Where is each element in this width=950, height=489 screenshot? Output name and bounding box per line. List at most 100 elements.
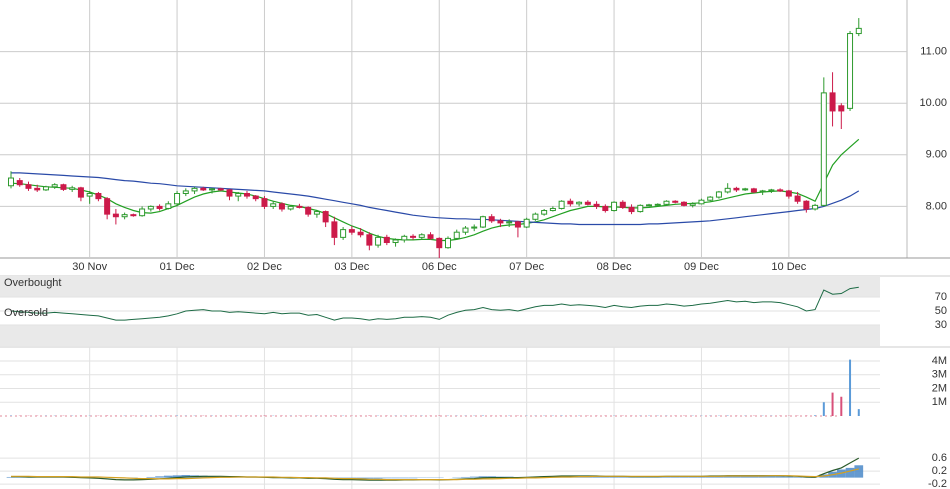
candle-body (663, 200, 670, 205)
y-tick-label: 70 (935, 291, 947, 303)
candle-body (287, 205, 294, 210)
candle-body (25, 184, 32, 189)
candle-body (348, 229, 355, 233)
candle-body (261, 198, 268, 207)
candle-body (217, 188, 224, 191)
candle-body (392, 239, 399, 244)
macd-histogram-bar (146, 476, 156, 478)
candle-body (147, 205, 154, 210)
overbought-band (0, 276, 880, 297)
candle-body (602, 205, 609, 212)
candle-body (847, 33, 854, 109)
macd-histogram-bar (697, 476, 706, 478)
volume-bar (857, 409, 860, 416)
candle-body (86, 193, 93, 197)
candle-body (130, 214, 137, 217)
candle-body (855, 27, 862, 35)
macd-histogram-bar (364, 477, 374, 479)
candle-body (296, 205, 303, 208)
macd-histogram-bar (391, 477, 400, 479)
macd-histogram-bar (732, 476, 741, 478)
candle-body (235, 193, 242, 197)
candle-body (593, 203, 600, 207)
candle-body (305, 206, 312, 215)
macd-histogram-bar (784, 476, 794, 478)
macd-histogram-bar (469, 476, 479, 478)
macd-histogram-bar (609, 476, 619, 478)
y-tick-label: 50 (935, 305, 947, 317)
candle-body (523, 218, 530, 228)
oversold-label: Oversold (4, 307, 48, 319)
candle-body (104, 198, 111, 215)
y-tick-label: 2M (932, 382, 947, 394)
macd-histogram-bar (181, 475, 191, 478)
macd-histogram-bar (382, 477, 392, 479)
macd-line (11, 468, 859, 481)
candle-body (462, 227, 469, 233)
candle-body (785, 190, 792, 197)
macd-histogram-bar (679, 476, 689, 478)
y-tick-label: 11.00 (920, 46, 947, 58)
x-tick-label: 07 Dec (509, 261, 544, 273)
candle-body (514, 221, 521, 228)
volume-bar (814, 415, 817, 416)
candle-body (750, 188, 757, 193)
candle-body (812, 204, 819, 210)
macd-histogram-bar (854, 465, 864, 478)
macd-histogram-bar (793, 476, 802, 478)
y-tick-label: 9.00 (926, 149, 947, 161)
candle-body (8, 177, 14, 187)
candle-body (401, 235, 408, 241)
candle-body (532, 213, 539, 220)
candle-body (445, 237, 451, 249)
candle-body (200, 187, 207, 191)
candle-body (51, 184, 58, 188)
macd-histogram-bar (600, 476, 610, 478)
x-tick-label: 08 Dec (597, 261, 632, 273)
rsi-line (10, 286, 859, 321)
candle-body (340, 229, 347, 238)
macd-histogram-bar (662, 476, 671, 478)
candle-body (829, 92, 836, 112)
candle-body (453, 231, 460, 239)
macd-histogram-bar (592, 476, 601, 478)
candle-body (313, 211, 320, 215)
y-tick-label: 30 (935, 319, 947, 331)
x-tick-label: 03 Dec (334, 261, 369, 273)
candle-body (759, 190, 766, 193)
macd-histogram-bar (758, 476, 768, 478)
macd-histogram-bar (6, 476, 16, 478)
candle-body (803, 200, 810, 210)
candle-body (506, 221, 513, 224)
candle-body (383, 236, 390, 244)
moving-average (11, 172, 860, 226)
macd-histogram-bar (172, 475, 182, 478)
macd-histogram-bar (399, 477, 409, 479)
candle-body (707, 196, 714, 201)
candle-body (436, 237, 443, 249)
macd-histogram-bar (723, 476, 733, 478)
macd-histogram-bar (155, 476, 164, 478)
candle-body (112, 213, 119, 218)
labels: Overbought Oversold 8.00 9.00 10.00 11.00 30… (4, 46, 947, 489)
candle-body (724, 187, 731, 193)
candle-body (252, 195, 259, 200)
candle-body (646, 204, 653, 207)
x-tick-label: 01 Dec (160, 261, 195, 273)
candle-body (270, 203, 277, 207)
candle-body (16, 180, 23, 186)
candle-body (357, 231, 364, 236)
macd-histogram-bar (618, 476, 628, 478)
y-tick-label: 4M (932, 355, 947, 367)
volume-bar (849, 359, 852, 416)
candle-body (418, 234, 425, 238)
overbought-label: Overbought (4, 277, 61, 289)
y-tick-label: 0.6 (932, 452, 947, 464)
macd-histogram-bar (461, 476, 470, 478)
macd-histogram-bar (767, 476, 776, 478)
y-tick-label: -0.2 (928, 478, 947, 489)
candle-body (584, 201, 591, 205)
candle-body (768, 189, 775, 192)
candle-body (165, 203, 172, 209)
